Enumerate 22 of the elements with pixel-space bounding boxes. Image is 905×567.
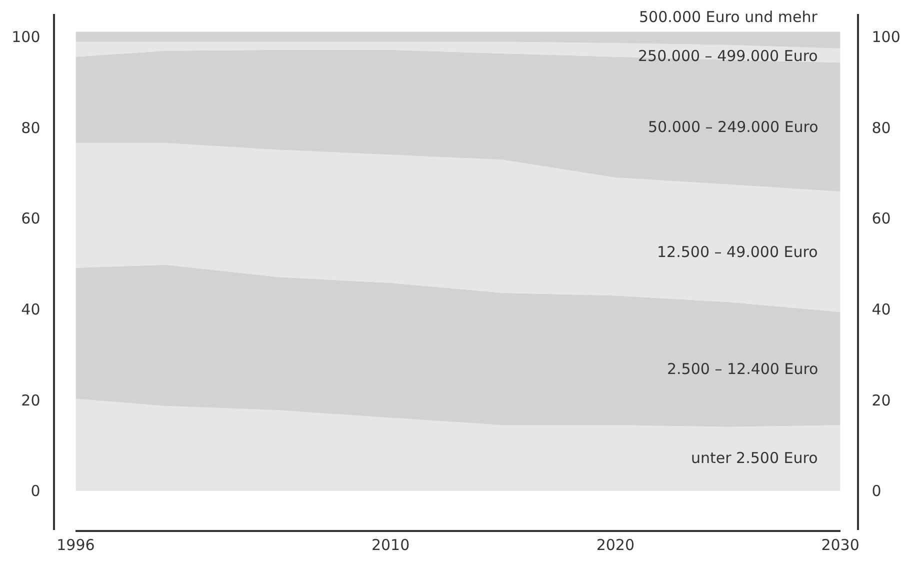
y-tick-label: 60 <box>21 210 40 228</box>
y-tick-label: 40 <box>21 300 40 318</box>
x-tick-label: 1996 <box>56 536 95 554</box>
y2-tick-label: 20 <box>872 391 891 410</box>
y-tick-label: 20 <box>21 391 40 410</box>
y2-tick-label: 100 <box>872 28 900 46</box>
x-tick-label: 2030 <box>821 536 860 554</box>
y-tick-label: 80 <box>21 118 40 137</box>
series-label: 250.000 – 499.000 Euro <box>638 47 818 65</box>
y2-tick-label: 80 <box>872 118 891 137</box>
y-tick-label: 0 <box>30 482 40 500</box>
y2-tick-label: 40 <box>872 300 891 318</box>
x-tick-label: 2020 <box>596 536 635 554</box>
series-label: 12.500 – 49.000 Euro <box>657 243 818 261</box>
y2-tick-label: 60 <box>872 210 891 228</box>
series-label: unter 2.500 Euro <box>691 449 818 467</box>
y-tick-label: 100 <box>12 28 40 46</box>
series-label: 2.500 – 12.400 Euro <box>667 360 818 378</box>
series-label: 500.000 Euro und mehr <box>639 8 818 26</box>
x-tick-label: 2010 <box>371 536 410 554</box>
series-label: 50.000 – 249.000 Euro <box>648 118 818 136</box>
y2-tick-label: 0 <box>872 482 882 500</box>
